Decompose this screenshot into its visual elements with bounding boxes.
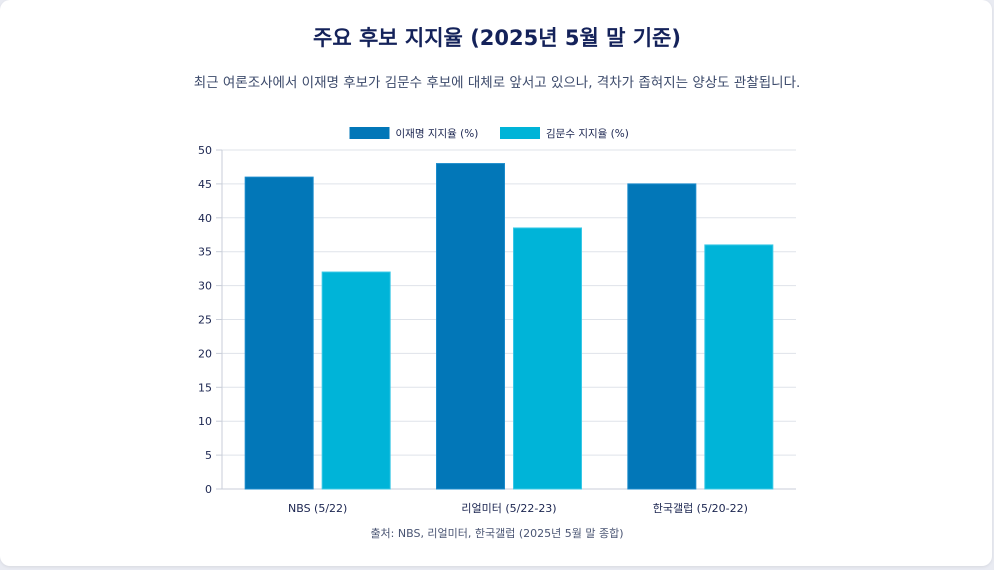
y-tick-label: 40 (198, 212, 212, 225)
y-tick-label: 5 (205, 449, 212, 462)
y-tick-label: 50 (198, 144, 212, 157)
y-tick-label: 30 (198, 280, 212, 293)
x-category-label: NBS (5/22) (288, 502, 347, 515)
y-tick-label: 45 (198, 178, 212, 191)
y-tick-label: 15 (198, 381, 212, 394)
bar-series-1[interactable] (627, 183, 697, 490)
bar-series-1[interactable] (244, 176, 314, 490)
legend-label: 이재명 지지율 (%) (396, 128, 479, 140)
legend-item-2[interactable]: 김문수 지지율 (%) (500, 127, 629, 140)
bar-series-2[interactable] (321, 271, 391, 490)
y-tick-label: 10 (198, 415, 212, 428)
page-subtitle: 최근 여론조사에서 이재명 후보가 김문수 후보에 대체로 앞서고 있으나, 격… (193, 75, 801, 91)
legend-swatch (500, 127, 540, 139)
x-category-label: 한국갤럽 (5/20-22) (653, 501, 748, 515)
bar-series-1[interactable] (436, 163, 505, 490)
legend-swatch (349, 127, 390, 139)
y-tick-label: 20 (198, 347, 212, 360)
legend[interactable]: 이재명 지지율 (%) 김문수 지지율 (%) (349, 127, 629, 140)
y-tick-label: 0 (205, 483, 212, 496)
bar-series-2[interactable] (513, 227, 582, 490)
legend-item-1[interactable]: 이재명 지지율 (%) (349, 127, 479, 140)
y-tick-label: 25 (198, 314, 212, 327)
x-axis: NBS (5/22) 리얼미터 (5/22-23) 한국갤럽 (5/20-22) (288, 501, 748, 515)
page-title: 주요 후보 지지율 (2025년 5월 말 기준) (313, 26, 681, 50)
grid-lines (222, 149, 796, 490)
source-note: 출처: NBS, 리얼미터, 한국갤럽 (2025년 5월 말 종합) (370, 527, 624, 540)
legend-label: 김문수 지지율 (%) (546, 128, 629, 140)
bars (244, 163, 774, 490)
x-category-label: 리얼미터 (5/22-23) (461, 501, 556, 515)
y-axis: 0 5 10 15 20 25 30 35 40 45 50 (198, 144, 796, 496)
bar-series-2[interactable] (704, 244, 774, 490)
y-tick-label: 35 (198, 246, 212, 259)
